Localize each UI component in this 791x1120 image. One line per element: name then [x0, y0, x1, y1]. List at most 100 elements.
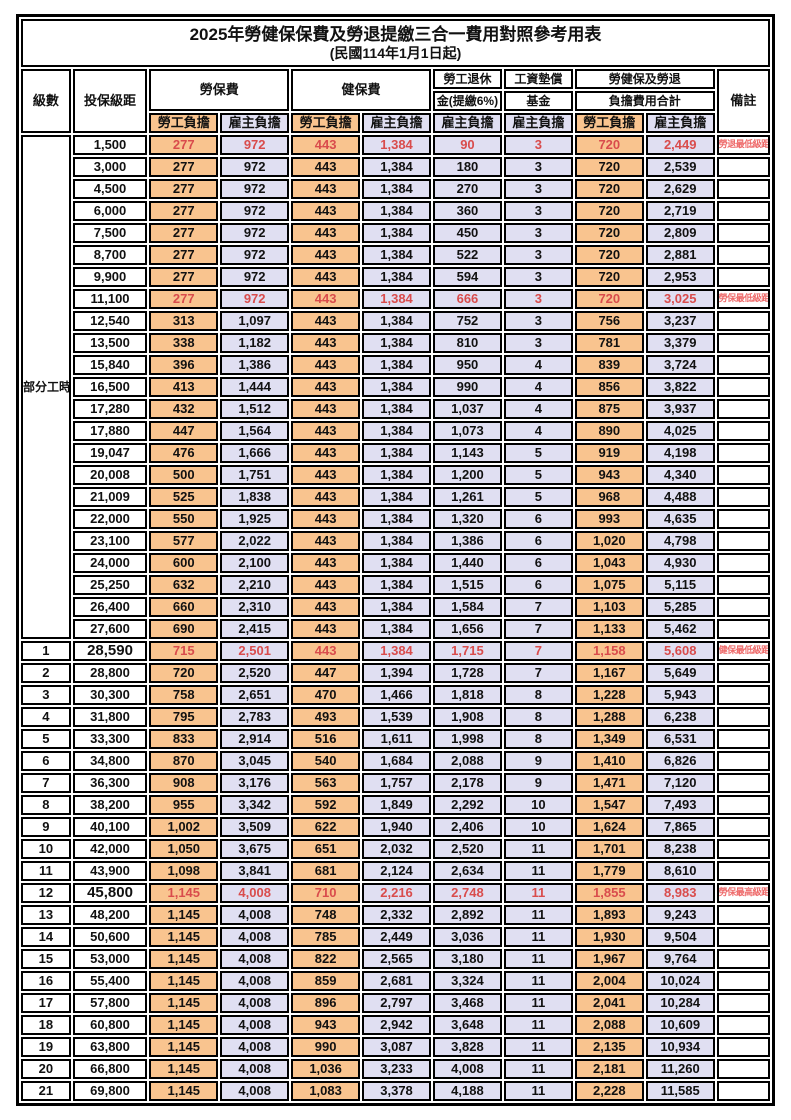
fee-value-cell: 277 [149, 223, 219, 243]
fee-value-cell: 720 [574, 289, 644, 309]
fee-value-cell: 2,953 [645, 267, 715, 287]
fee-value-cell: 6 [503, 509, 573, 529]
insured-bracket-cell: 25,250 [72, 575, 148, 595]
fee-value-cell: 1,515 [432, 575, 502, 595]
fee-value-cell: 752 [432, 311, 502, 331]
table-row: 25,250 632 2,210 443 1,384 1,515 6 1,075 5,115 [21, 575, 770, 595]
fee-value-cell: 270 [432, 179, 502, 199]
fee-value-cell: 4,635 [645, 509, 715, 529]
remark-cell [716, 949, 770, 969]
fee-value-cell: 413 [149, 377, 219, 397]
table-row: 11 43,900 1,098 3,841 681 2,124 2,634 11 1,779 8,… [21, 861, 770, 881]
fee-value-cell: 3,379 [645, 333, 715, 353]
fee-value-cell: 2,449 [645, 135, 715, 155]
fee-value-cell: 2,634 [432, 861, 502, 881]
fee-value-cell: 1,684 [362, 751, 431, 771]
level-cell: 19 [21, 1037, 71, 1057]
fee-value-cell: 3,233 [362, 1059, 431, 1079]
fee-value-cell: 1,384 [362, 465, 431, 485]
table-row: 8,700 277 972 443 1,384 522 3 720 2,881 [21, 245, 770, 265]
fee-value-cell: 2,797 [362, 993, 431, 1013]
fee-value-cell: 3,176 [220, 773, 290, 793]
remark-cell [716, 993, 770, 1013]
remark-cell [716, 817, 770, 837]
insured-bracket-cell: 40,100 [72, 817, 148, 837]
fee-value-cell: 447 [291, 663, 361, 683]
fee-value-cell: 396 [149, 355, 219, 375]
fee-value-cell: 3,937 [645, 399, 715, 419]
fee-value-cell: 4,198 [645, 443, 715, 463]
fee-value-cell: 5 [503, 465, 573, 485]
fee-value-cell: 908 [149, 773, 219, 793]
fee-value-cell: 2,041 [574, 993, 644, 1013]
fee-value-cell: 1,158 [574, 641, 644, 661]
fee-value-cell: 5,943 [645, 685, 715, 705]
fee-value-cell: 5 [503, 487, 573, 507]
remark-cell [716, 553, 770, 573]
table-row: 14 50,600 1,145 4,008 785 2,449 3,036 11 1,930 9,… [21, 927, 770, 947]
fee-value-cell: 666 [432, 289, 502, 309]
fee-value-cell: 1,624 [574, 817, 644, 837]
fee-value-cell: 720 [574, 223, 644, 243]
fee-value-cell: 577 [149, 531, 219, 551]
fee-value-cell: 1,145 [149, 1081, 219, 1101]
fee-value-cell: 90 [432, 135, 502, 155]
fee-value-cell: 822 [291, 949, 361, 969]
fee-value-cell: 1,073 [432, 421, 502, 441]
fee-value-cell: 1,075 [574, 575, 644, 595]
fee-value-cell: 10 [503, 817, 573, 837]
insured-bracket-cell: 23,100 [72, 531, 148, 551]
fee-value-cell: 6 [503, 553, 573, 573]
fee-value-cell: 277 [149, 245, 219, 265]
insured-bracket-cell: 50,600 [72, 927, 148, 947]
fee-value-cell: 3 [503, 245, 573, 265]
fee-value-cell: 443 [291, 135, 361, 155]
fee-value-cell: 3,087 [362, 1037, 431, 1057]
insured-bracket-cell: 20,008 [72, 465, 148, 485]
fee-value-cell: 1,384 [362, 487, 431, 507]
level-cell: 5 [21, 729, 71, 749]
fee-value-cell: 9,764 [645, 949, 715, 969]
table-row: 7,500 277 972 443 1,384 450 3 720 2,809 [21, 223, 770, 243]
table-row: 26,400 660 2,310 443 1,384 1,584 7 1,103 5,285 [21, 597, 770, 617]
col-header-total-line2: 負擔費用合計 [574, 91, 715, 111]
fee-value-cell: 1,930 [574, 927, 644, 947]
fee-value-cell: 2,914 [220, 729, 290, 749]
fee-value-cell: 11 [503, 861, 573, 881]
fee-value-cell: 990 [291, 1037, 361, 1057]
fee-value-cell: 3 [503, 311, 573, 331]
insured-bracket-cell: 66,800 [72, 1059, 148, 1079]
insured-bracket-cell: 17,280 [72, 399, 148, 419]
fee-value-cell: 1,893 [574, 905, 644, 925]
fee-value-cell: 443 [291, 377, 361, 397]
remark-cell [716, 465, 770, 485]
fee-value-cell: 2,942 [362, 1015, 431, 1035]
insured-bracket-cell: 21,009 [72, 487, 148, 507]
fee-value-cell: 443 [291, 355, 361, 375]
fee-value-cell: 1,098 [149, 861, 219, 881]
insured-bracket-cell: 15,840 [72, 355, 148, 375]
fee-value-cell: 7,865 [645, 817, 715, 837]
fee-value-cell: 1,384 [362, 377, 431, 397]
fee-value-cell: 795 [149, 707, 219, 727]
fee-value-cell: 9,504 [645, 927, 715, 947]
remark-cell [716, 927, 770, 947]
fee-value-cell: 720 [574, 135, 644, 155]
insured-bracket-cell: 55,400 [72, 971, 148, 991]
fee-value-cell: 968 [574, 487, 644, 507]
table-row: 17 57,800 1,145 4,008 896 2,797 3,468 11 2,041 10… [21, 993, 770, 1013]
table-row: 17,280 432 1,512 443 1,384 1,037 4 875 3,937 [21, 399, 770, 419]
remark-cell [716, 157, 770, 177]
fee-value-cell: 4,008 [220, 971, 290, 991]
fee-value-cell: 720 [149, 663, 219, 683]
level-cell: 11 [21, 861, 71, 881]
remark-cell [716, 1081, 770, 1101]
fee-value-cell: 2,178 [432, 773, 502, 793]
remark-cell: 勞保最低級距 [716, 289, 770, 309]
fee-value-cell: 781 [574, 333, 644, 353]
fee-value-cell: 3,822 [645, 377, 715, 397]
fee-value-cell: 277 [149, 179, 219, 199]
fee-value-cell: 2,520 [220, 663, 290, 683]
table-row: 11,100 277 972 443 1,384 666 3 720 3,025 勞保最低級距 [21, 289, 770, 309]
fee-value-cell: 11 [503, 839, 573, 859]
